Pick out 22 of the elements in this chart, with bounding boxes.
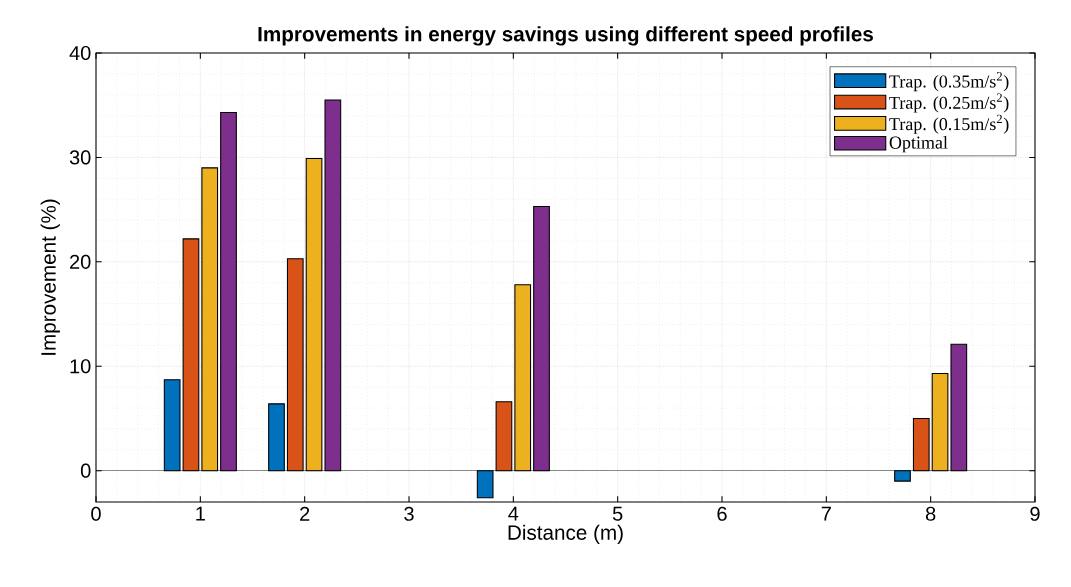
x-tick-label: 4 xyxy=(508,506,519,521)
x-tick-label: 8 xyxy=(925,506,936,521)
x-tick-label: 9 xyxy=(1030,506,1040,521)
x-tick-label: 0 xyxy=(91,506,101,521)
x-axis-title: Distance (m) xyxy=(508,524,623,544)
y-tick-label: 30 xyxy=(69,150,91,165)
x-tick-label: 2 xyxy=(300,506,310,521)
legend-label: Trap. (0.15m/s$^{2}$) xyxy=(889,114,1009,134)
chart-title: Improvements in energy savings using different speed profiles xyxy=(258,26,873,46)
y-axis-title: Improvement (%) xyxy=(40,199,60,355)
legend-label: Trap. (0.25m/s$^{2}$) xyxy=(889,93,1009,113)
x-tick-label: 5 xyxy=(612,506,623,521)
x-tick-label: 3 xyxy=(404,506,414,521)
y-tick-label: 20 xyxy=(70,254,91,269)
y-tick-label: 40 xyxy=(69,45,91,61)
y-tick-label: 0 xyxy=(80,463,91,478)
x-tick-label: 1 xyxy=(196,506,205,521)
y-tick-label: 10 xyxy=(70,359,91,374)
x-tick-label: 6 xyxy=(717,506,727,521)
legend-label: Trap. (0.35m/s$^{2}$) xyxy=(889,72,1009,92)
legend-label: Optimal xyxy=(889,136,948,153)
x-tick-label: 7 xyxy=(821,506,831,521)
